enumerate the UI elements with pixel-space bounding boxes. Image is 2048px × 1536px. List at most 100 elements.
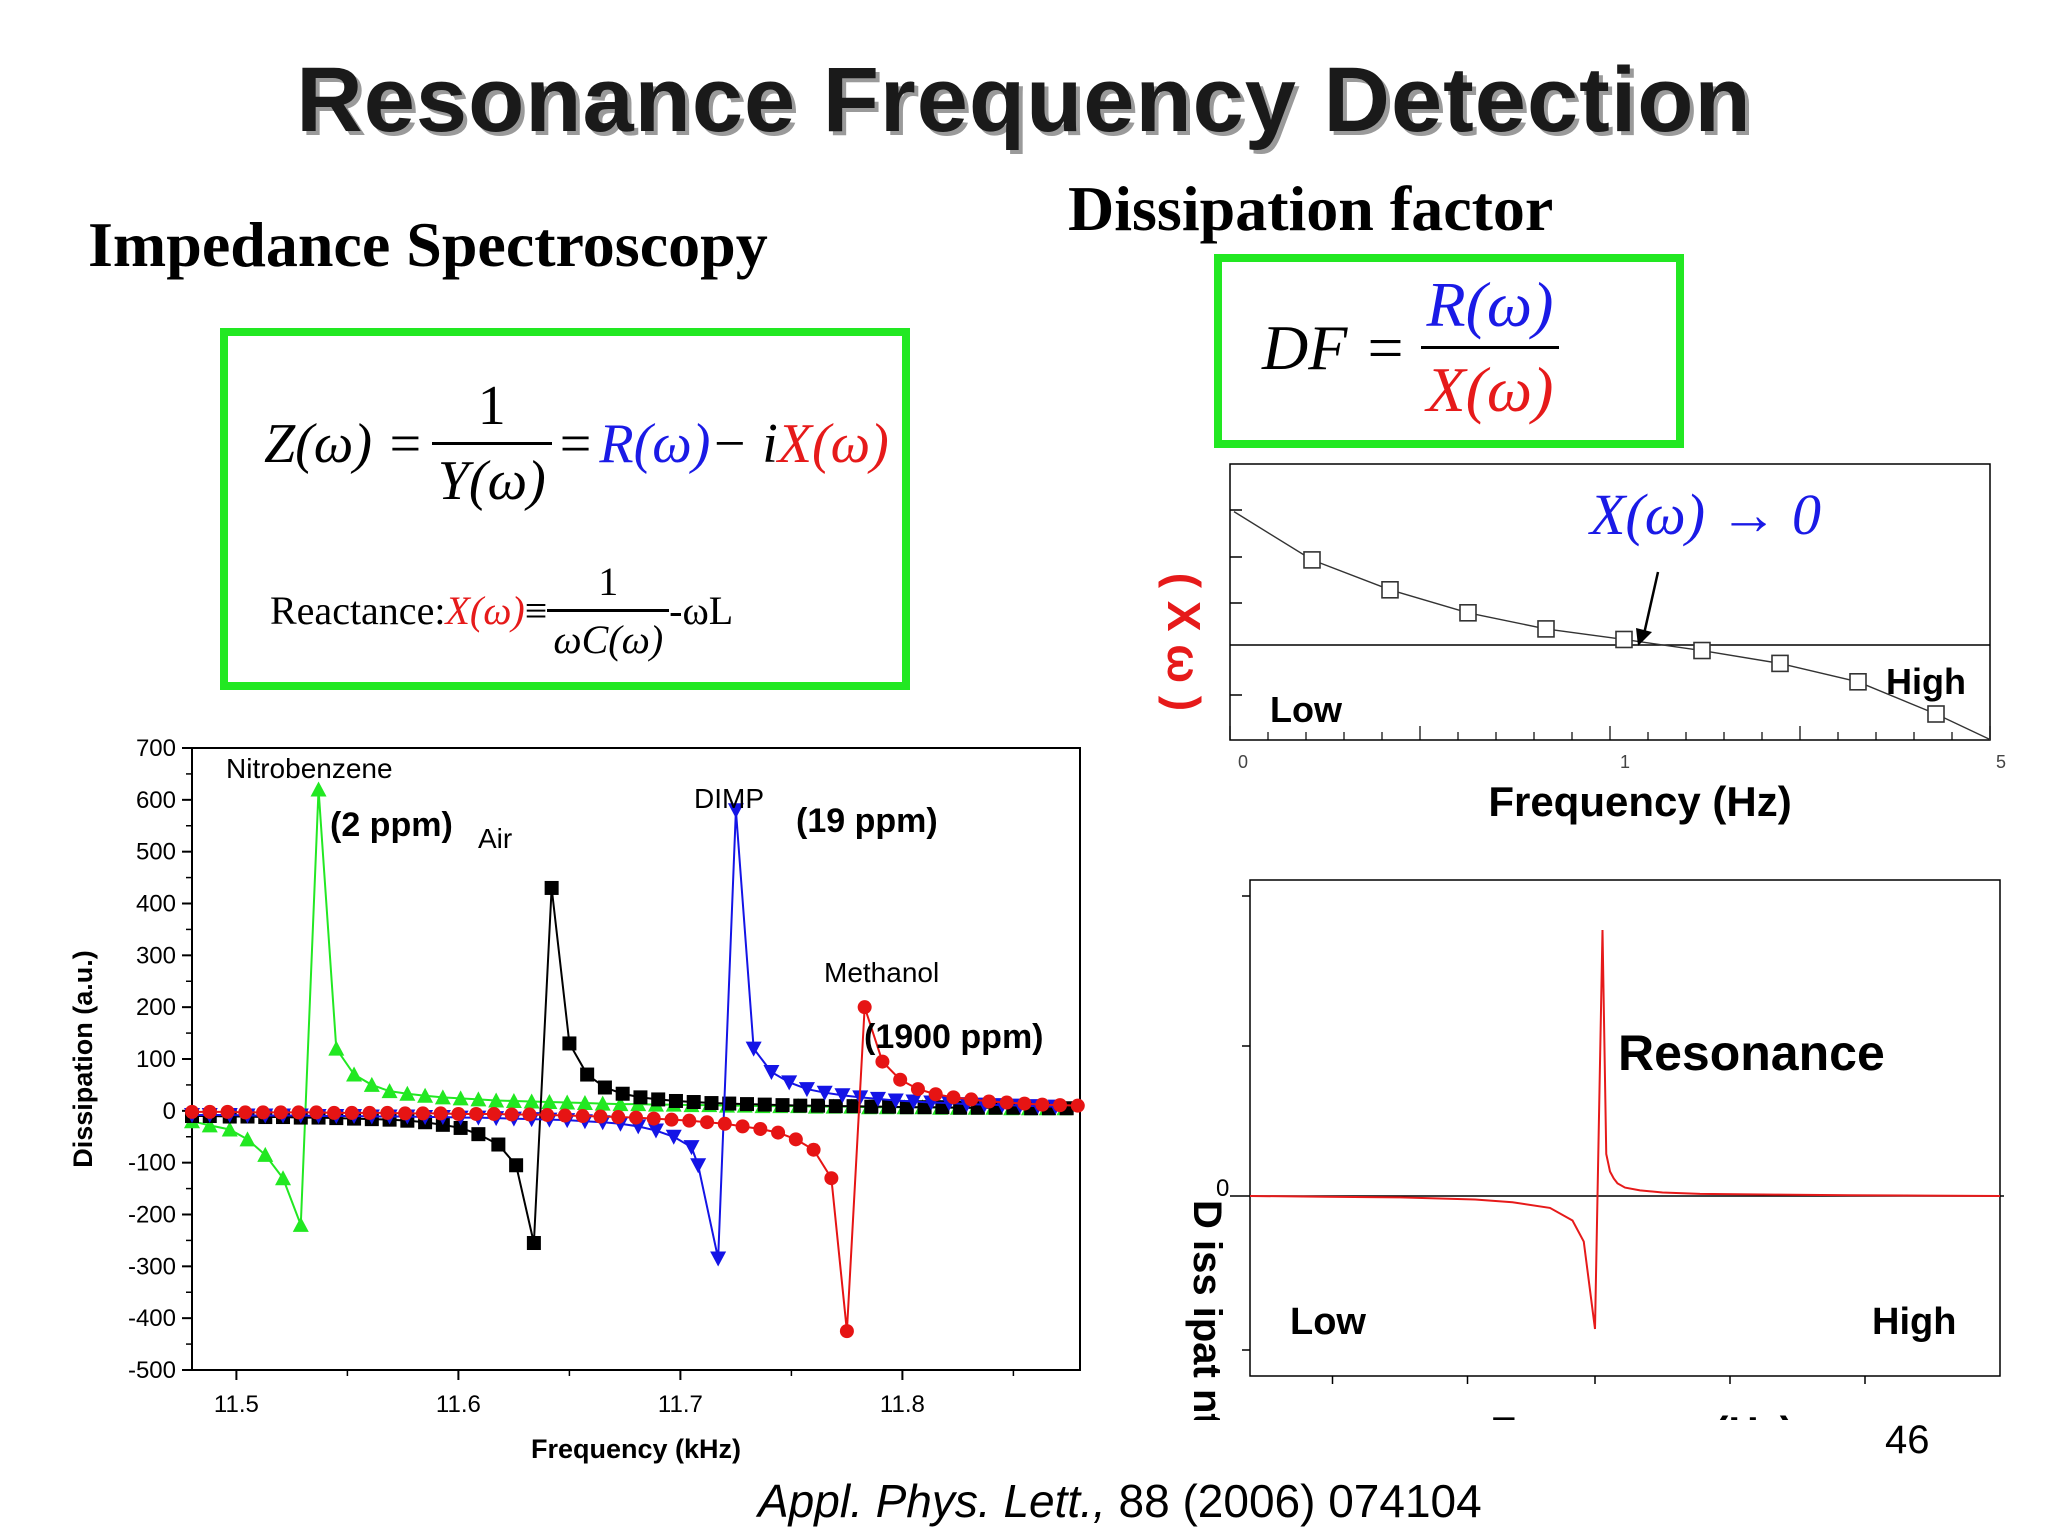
data-point [806, 1142, 821, 1157]
dissipation-chart: -500 -400 -300 -200 -100 0 100 200 300 400 500 600 7… [68, 735, 1085, 1464]
data-point [257, 1146, 274, 1162]
data-point [575, 1109, 590, 1124]
data-point [882, 1099, 897, 1114]
data-point [893, 1072, 908, 1087]
data-point [327, 1105, 342, 1120]
eq-lhs: Z(ω) = [264, 412, 424, 475]
data-point [1693, 641, 1711, 660]
x-tick-label: 5 [1996, 752, 2006, 772]
y-axis-label: Dissipation (a.u.) [68, 950, 98, 1168]
eq-equals: = [559, 412, 592, 475]
data-point [562, 1036, 577, 1051]
data-point [452, 1090, 469, 1106]
data-point [486, 1106, 501, 1121]
data-point [811, 1098, 826, 1113]
data-point [690, 1158, 707, 1174]
y-tick-label: 100 [136, 1046, 176, 1073]
data-point [611, 1110, 626, 1125]
data-point [763, 1064, 780, 1080]
reactance-fraction: 1 ωC(ω) [547, 558, 670, 663]
y-tick-label: -400 [128, 1305, 176, 1332]
data-point [793, 1098, 808, 1113]
x-to-zero-annotation: X(ω) → 0 [1588, 482, 1821, 547]
impedance-equation: Z(ω) = 1 Y(ω) = R(ω) − i X(ω) [264, 374, 889, 513]
data-point [381, 1083, 398, 1099]
data-point [905, 1094, 922, 1110]
data-point [1303, 551, 1321, 569]
data-point [593, 1109, 608, 1124]
data-point [415, 1106, 430, 1121]
data-point [417, 1087, 434, 1103]
data-point [839, 1324, 854, 1339]
data-point [757, 1097, 772, 1112]
data-point [735, 1119, 750, 1134]
data-point [522, 1107, 537, 1122]
data-point [857, 1000, 872, 1015]
data-point [1035, 1097, 1050, 1112]
annotation-air: Air [478, 823, 512, 854]
data-point [946, 1090, 961, 1105]
data-point [722, 1096, 737, 1111]
y-tick-label: 0 [163, 1098, 176, 1125]
data-point [310, 781, 327, 797]
resonance-label: Resonance [1618, 1025, 1885, 1081]
reactance-tail: -ωL [669, 588, 734, 633]
data-point [594, 1095, 611, 1111]
y-tick-label: 200 [136, 994, 176, 1021]
y-tick-label: 500 [136, 839, 176, 866]
reactance-label: Reactance: [270, 588, 446, 633]
reactance-numerator: 1 [598, 559, 619, 604]
resonance-chart: 0 Resonance Low High Frequency (Hz) D iss ipa… [1185, 879, 2004, 1420]
data-point [202, 1104, 217, 1119]
x-axis-label: Frequency (kHz) [531, 1434, 741, 1464]
data-point [647, 1123, 664, 1139]
data-point [540, 1107, 555, 1122]
data-point [682, 1113, 697, 1128]
data-point [239, 1131, 256, 1147]
y-tick-label: -100 [128, 1150, 176, 1177]
annotation-dimp: DIMP [694, 783, 764, 814]
data-point [828, 1099, 843, 1114]
data-point [220, 1104, 235, 1119]
data-point [399, 1085, 416, 1101]
annotation-arrowhead [1636, 628, 1652, 646]
y-tick-label: -500 [128, 1357, 176, 1384]
data-point [292, 1216, 309, 1232]
y-tick-label: 600 [136, 787, 176, 814]
data-point [201, 1117, 218, 1133]
data-point [469, 1106, 484, 1121]
series-air [185, 880, 1074, 1251]
data-point [363, 1076, 380, 1092]
data-point [504, 1107, 519, 1122]
data-point [362, 1105, 377, 1120]
data-point [1017, 1096, 1032, 1111]
data-point [1537, 620, 1555, 638]
plot-frame [191, 747, 1081, 1371]
data-point [928, 1087, 943, 1102]
reactance-x: X(ω) [445, 588, 525, 633]
series-line [191, 789, 1065, 1226]
reactance-denominator: ωC(ω) [547, 609, 670, 663]
y-tick-label: 300 [136, 942, 176, 969]
eq-fraction: 1 Y(ω) [431, 374, 552, 513]
data-point [834, 1088, 851, 1104]
low-label: Low [1290, 1301, 1366, 1343]
data-point [541, 1094, 558, 1110]
eq-resistance: R(ω) [599, 412, 711, 475]
df-equation-box: DF = R(ω) X(ω) [1214, 254, 1684, 448]
data-point [717, 1116, 732, 1131]
data-point [238, 1105, 253, 1120]
eq-minus-i: − i [710, 412, 778, 475]
data-point [875, 1054, 890, 1069]
data-point [1053, 1098, 1068, 1113]
reactance-equation: Reactance: X(ω) ≡ 1 ωC(ω) -ωL [270, 558, 733, 663]
series-line [192, 887, 1067, 1244]
data-point [273, 1105, 288, 1120]
data-point [1615, 630, 1633, 649]
data-point [557, 1108, 572, 1123]
plot-frame [1249, 879, 2001, 1377]
x-tick-label: 1 [1620, 752, 1630, 772]
high-label: High [1886, 661, 1966, 702]
data-point [433, 1106, 448, 1121]
data-point [434, 1089, 451, 1105]
